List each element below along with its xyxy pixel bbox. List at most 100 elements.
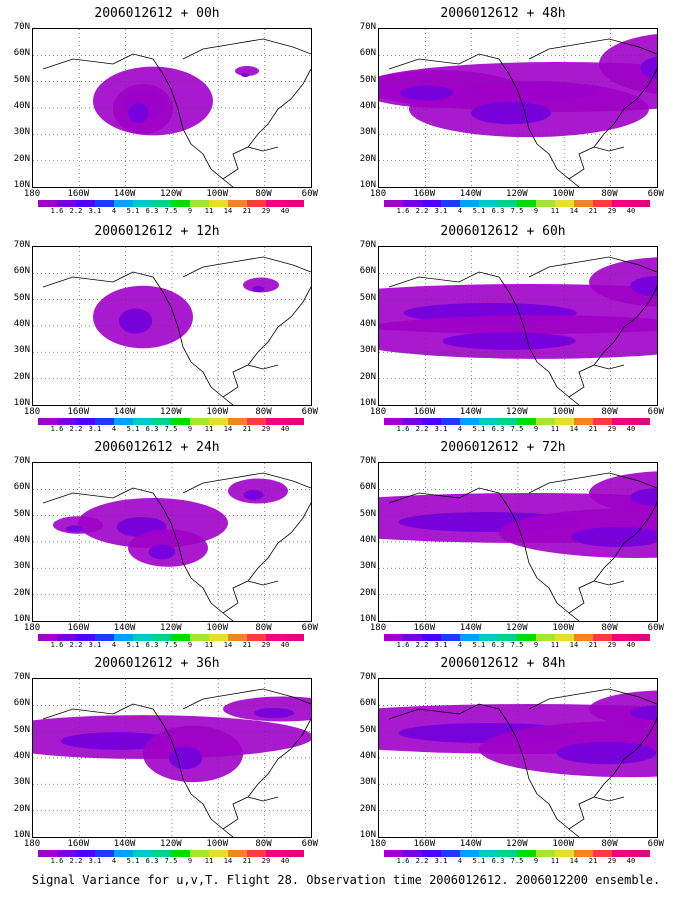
lon-label: 140W	[113, 407, 136, 417]
colorbar-label: 7.5	[164, 857, 178, 865]
coastline	[42, 38, 311, 187]
colorbar-label: 2.2	[69, 857, 83, 865]
colorbar-swatch	[384, 634, 403, 641]
colorbar-swatch	[285, 418, 304, 425]
colorbar-swatch	[285, 634, 304, 641]
colorbar-label: 2.2	[415, 207, 429, 215]
coastline	[42, 472, 311, 621]
colorbar-swatch	[95, 418, 114, 425]
colorbar-label: 6.3	[491, 857, 505, 865]
map-area	[32, 678, 312, 838]
lat-label: 10N	[13, 179, 30, 190]
colorbar-swatch	[95, 634, 114, 641]
colorbar-label: 14	[223, 207, 233, 215]
colorbar-swatch	[403, 200, 422, 207]
colorbar-label: 9	[187, 207, 193, 215]
colorbar-label: 6.3	[145, 857, 159, 865]
coastline	[42, 256, 311, 405]
lat-label: 30N	[13, 127, 30, 138]
colorbar-label: 40	[280, 641, 290, 649]
colorbar-label: 5.1	[126, 207, 140, 215]
lat-label: 10N	[359, 179, 376, 190]
lat-label: 10N	[359, 613, 376, 624]
lat-label: 20N	[359, 587, 376, 598]
colorbar-swatch	[498, 634, 517, 641]
colorbar-label: 3.1	[434, 857, 448, 865]
colorbar-swatch	[384, 850, 403, 857]
colorbar-swatch	[190, 850, 209, 857]
lon-label: 80W	[601, 189, 618, 199]
colorbar-swatch	[422, 418, 441, 425]
colorbar-label: 21	[242, 425, 252, 433]
variance-core	[243, 490, 264, 500]
colorbar-swatch	[247, 634, 266, 641]
lat-label: 40N	[359, 318, 376, 329]
colorbar-label: 29	[607, 207, 617, 215]
variance-region	[599, 33, 657, 95]
colorbar-label: 6.3	[491, 641, 505, 649]
colorbar-swatch	[76, 200, 95, 207]
colorbar-label: 6.3	[145, 425, 159, 433]
colorbar-label: 3.1	[434, 425, 448, 433]
lat-label: 30N	[13, 561, 30, 572]
colorbar-label: 14	[223, 857, 233, 865]
colorbar-label: 6.3	[491, 207, 505, 215]
colorbar	[384, 850, 650, 857]
lon-label: 60W	[647, 189, 664, 199]
lon-label: 60W	[301, 407, 318, 417]
colorbar-label: 14	[223, 641, 233, 649]
lat-label: 30N	[359, 127, 376, 138]
lat-label: 40N	[359, 750, 376, 761]
colorbar-swatch	[38, 850, 57, 857]
colorbar-label: 11	[550, 425, 560, 433]
lon-label: 100W	[552, 839, 575, 849]
coastline	[388, 688, 657, 837]
lon-label: 120W	[160, 839, 182, 849]
colorbar-swatch	[631, 418, 650, 425]
colorbar-label: 3.1	[434, 207, 448, 215]
colorbar-swatch	[479, 850, 498, 857]
colorbar-label: 4	[457, 207, 463, 215]
colorbar-label: 21	[242, 207, 252, 215]
colorbar-label: 21	[242, 857, 252, 865]
colorbar-labels: 1.6 2.2 3.1 4 5.1 6.3 7.5 9 11 14 21 29 40	[384, 857, 650, 865]
colorbar-label: 11	[550, 207, 560, 215]
lon-label: 80W	[601, 407, 618, 417]
colorbar-label: 2.2	[69, 425, 83, 433]
colorbar-label: 29	[261, 641, 271, 649]
panel-title: 2006012612 + 48h	[440, 6, 566, 21]
lat-label: 20N	[359, 371, 376, 382]
lon-label: 180	[369, 407, 387, 417]
colorbar-label: 29	[261, 857, 271, 865]
lon-label: 60W	[647, 839, 664, 849]
colorbar-swatch	[190, 634, 209, 641]
colorbar-label: 2.2	[69, 641, 83, 649]
lat-label: 20N	[359, 153, 376, 164]
coastline	[388, 38, 657, 187]
lat-label: 50N	[13, 508, 30, 519]
lat-label: 20N	[13, 587, 30, 598]
map-panel: 2006012612 + 12h 70N 60N 50N 40N 30N 20N 10N 180…	[2, 220, 332, 433]
colorbar-swatch	[631, 634, 650, 641]
colorbar	[384, 200, 650, 207]
lon-label: 80W	[255, 407, 272, 417]
variance-core	[640, 56, 657, 80]
colorbar-label: 5.1	[472, 857, 486, 865]
lat-label: 30N	[359, 345, 376, 356]
colorbar-label: 40	[280, 207, 290, 215]
lat-label: 50N	[359, 292, 376, 303]
lon-label: 80W	[255, 189, 272, 199]
colorbar-swatch	[631, 200, 650, 207]
map-area	[378, 28, 658, 188]
map-panel: 2006012612 + 60h 70N 60N 50N 40N 30N 20N 10N 180…	[348, 220, 678, 433]
lat-label: 40N	[13, 750, 30, 761]
variance-core	[471, 101, 551, 125]
map-area	[32, 246, 312, 406]
colorbar-swatch	[631, 850, 650, 857]
lat-label: 20N	[359, 803, 376, 814]
panel-title: 2006012612 + 72h	[440, 440, 566, 455]
colorbar-label: 7.5	[510, 857, 524, 865]
colorbar-swatch	[266, 634, 285, 641]
variance-region	[589, 257, 657, 307]
lat-label: 60N	[13, 698, 30, 709]
